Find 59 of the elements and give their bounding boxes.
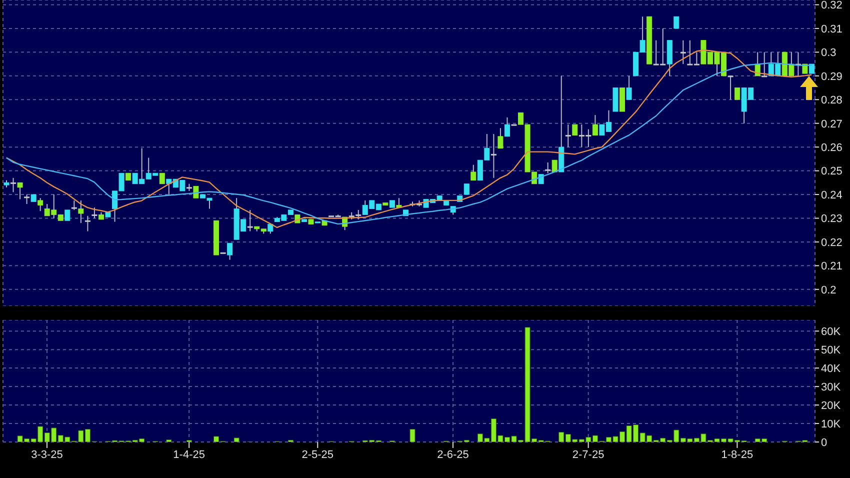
candlestick [71, 200, 77, 210]
bar [410, 428, 416, 442]
x-tick-label: 3-3-25 [31, 448, 63, 461]
candlestick [498, 128, 504, 149]
bar [234, 438, 240, 442]
candlestick [159, 172, 165, 184]
candlestick [193, 186, 199, 199]
y-tick-label: 0 [821, 436, 828, 449]
x-tick-label: 2-7-25 [572, 448, 604, 461]
candlestick [78, 200, 84, 224]
candlestick [762, 52, 768, 78]
y-tick-label: 0.3 [821, 47, 836, 60]
candlestick [680, 40, 686, 65]
y-tick-label: 0.28 [821, 94, 842, 107]
y-tick-label: 0.29 [821, 70, 842, 83]
candlestick [247, 209, 253, 232]
candlestick [674, 16, 680, 29]
candlestick [592, 114, 598, 136]
candlestick [565, 124, 571, 148]
y-tick-label: 50K [821, 344, 842, 356]
y-tick-label: 30K [821, 381, 842, 394]
candlestick [92, 207, 98, 219]
candlestick [728, 75, 734, 100]
x-tick-label: 2-5-25 [302, 448, 334, 461]
y-tick-label: 0.21 [821, 260, 842, 273]
y-tick-label: 40K [821, 362, 842, 375]
candlestick [545, 162, 551, 174]
candlestick [666, 40, 672, 76]
y-tick-label: 0.31 [821, 23, 842, 36]
x-tick-label: 1-4-25 [173, 448, 205, 461]
y-tick-label: 0.23 [821, 213, 842, 226]
candlestick [227, 242, 233, 260]
candlestick [734, 88, 740, 100]
y-tick-label: 0.24 [821, 189, 842, 202]
candlestick [64, 209, 70, 222]
candlestick [626, 75, 632, 100]
y-tick-label: 0.26 [821, 142, 842, 154]
y-tick-label: 20K [821, 400, 842, 412]
candlestick [84, 215, 90, 232]
candlestick [470, 164, 476, 181]
candlestick [24, 194, 30, 204]
candlestick [504, 116, 510, 137]
y-tick-label: 0.25 [821, 166, 842, 178]
candlestick [38, 198, 44, 212]
candlestick [612, 88, 618, 112]
candlestick [490, 134, 496, 178]
y-tick-label: 0.22 [821, 236, 842, 249]
candlestick [572, 124, 578, 136]
candlestick [620, 88, 626, 112]
y-tick-label: 10K [821, 418, 842, 430]
y-tick-label: 0.32 [821, 0, 842, 12]
y-tick-label: 0.27 [821, 118, 842, 130]
candlestick [464, 183, 470, 196]
y-tick-label: 60K [821, 326, 842, 338]
candlestick [17, 182, 23, 200]
y-tick-label: 0.2 [821, 284, 836, 296]
candlestick [10, 177, 16, 193]
x-tick-label: 2-6-25 [437, 448, 469, 461]
x-tick-label: 1-8-25 [721, 448, 754, 461]
